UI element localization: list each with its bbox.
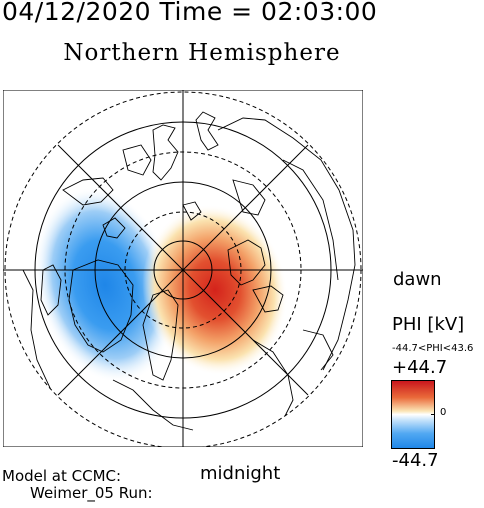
meridian-lines	[3, 90, 363, 447]
model-label: Model at CCMC:	[2, 467, 122, 485]
polar-potential-map	[3, 90, 363, 447]
potential-cells	[34, 186, 288, 384]
colorbar-min-label: -44.7	[392, 450, 439, 471]
colorbar-zero-label: 0	[440, 407, 447, 418]
run-label: Weimer_05 Run:	[30, 484, 153, 502]
negative-potential-cell	[34, 186, 176, 384]
colorbar	[391, 380, 435, 449]
colorbar-max-label: +44.7	[392, 357, 448, 378]
dawn-label: dawn	[393, 269, 442, 290]
positive-potential-cell	[142, 204, 288, 376]
midnight-label: midnight	[200, 463, 281, 484]
map-title: Northern Hemisphere	[63, 40, 341, 66]
colorbar-range: -44.7<PHI<43.6	[392, 343, 474, 354]
date-time-label: 04/12/2020 Time = 02:03:00	[2, 0, 378, 26]
colorbar-title: PHI [kV]	[392, 314, 465, 335]
